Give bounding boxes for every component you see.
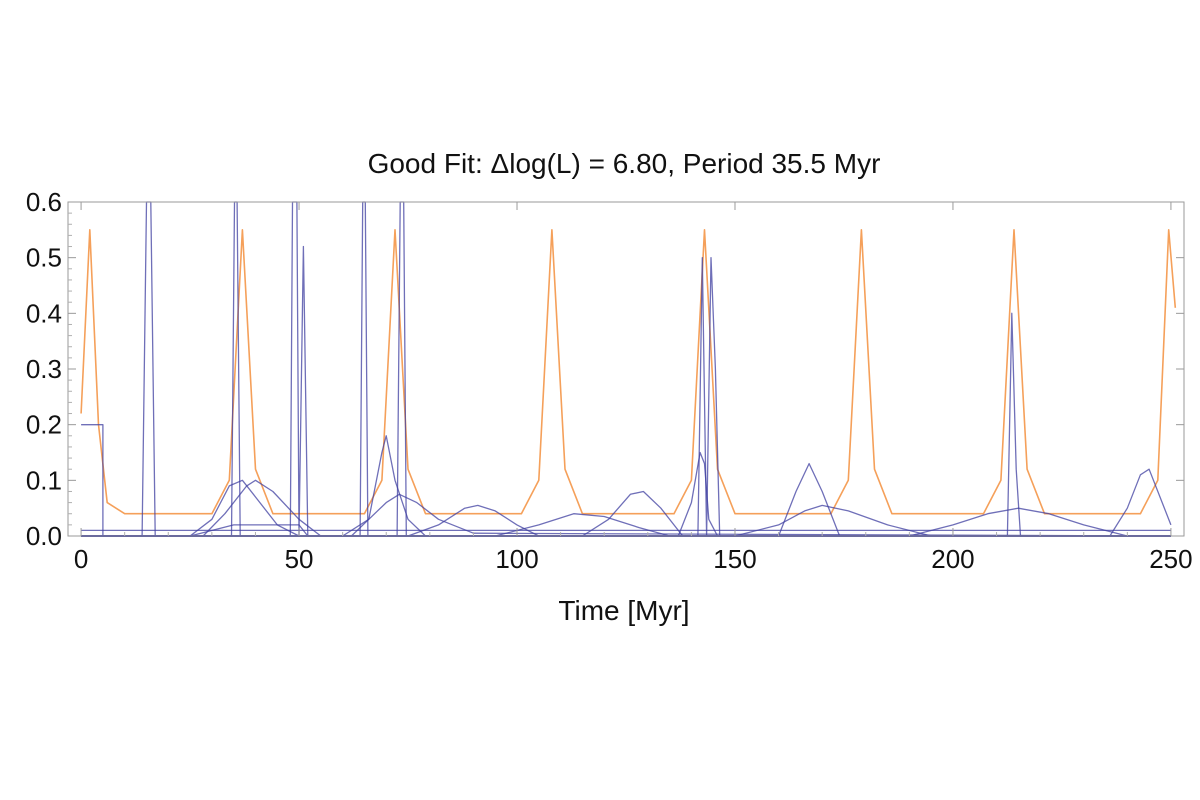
y-tick-label: 0.3 <box>26 354 62 384</box>
chart-title: Good Fit: Δlog(L) = 6.80, Period 35.5 My… <box>368 148 881 179</box>
series-periodic-line <box>80 229 1177 515</box>
x-tick-label: 100 <box>495 544 538 574</box>
series-event-line-3 <box>81 201 1171 537</box>
series-event-line-12 <box>81 504 1171 537</box>
x-tick-label: 150 <box>713 544 756 574</box>
x-tick-label: 200 <box>931 544 974 574</box>
series-layer <box>80 201 1177 537</box>
series-event-line-1 <box>81 201 1171 537</box>
y-tick-label: 0.1 <box>26 465 62 495</box>
x-axis-title: Time [Myr] <box>558 595 689 626</box>
axes-layer: 0 50 100 150 200 250 0.0 0.1 0.2 0.3 0.4 0.5 0.6 <box>26 187 1193 574</box>
y-tick-label: 0.5 <box>26 243 62 273</box>
x-tick-label: 250 <box>1149 544 1192 574</box>
x-tick-label: 50 <box>285 544 314 574</box>
y-tick-label: 0.4 <box>26 298 62 328</box>
series-event-line-6 <box>81 257 1171 537</box>
series-event-line-14 <box>81 490 1171 537</box>
y-tick-label: 0.6 <box>26 187 62 217</box>
x-tick-label: 0 <box>74 544 88 574</box>
series-event-line-13 <box>81 513 1171 537</box>
y-tick-label: 0.2 <box>26 410 62 440</box>
y-tick-label: 0.0 <box>26 521 62 551</box>
series-event-line-17 <box>81 504 1171 537</box>
